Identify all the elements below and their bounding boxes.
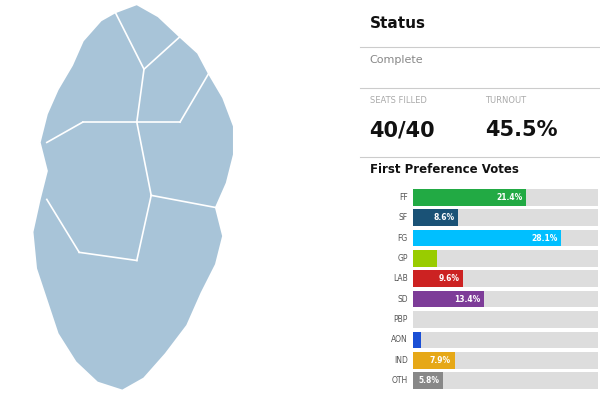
Text: 40/40: 40/40 bbox=[370, 120, 435, 140]
Text: 28.1%: 28.1% bbox=[531, 234, 557, 243]
Text: 21.4%: 21.4% bbox=[496, 193, 522, 202]
Bar bbox=[413, 311, 417, 328]
Text: LAB: LAB bbox=[393, 274, 408, 283]
Bar bbox=[413, 291, 598, 308]
Text: 13.4%: 13.4% bbox=[454, 295, 480, 304]
Text: 7.9%: 7.9% bbox=[430, 356, 451, 365]
Bar bbox=[413, 189, 526, 206]
Text: SD: SD bbox=[397, 295, 408, 304]
Bar bbox=[413, 230, 561, 247]
Bar bbox=[413, 250, 598, 267]
Bar bbox=[413, 230, 598, 247]
Text: First Preference Votes: First Preference Votes bbox=[370, 163, 518, 176]
Text: 45.5%: 45.5% bbox=[485, 120, 557, 140]
Bar bbox=[413, 372, 598, 389]
Text: TURNOUT: TURNOUT bbox=[485, 96, 526, 105]
Bar bbox=[413, 352, 598, 369]
Bar bbox=[413, 311, 598, 328]
Bar bbox=[413, 189, 598, 206]
Text: SEATS FILLED: SEATS FILLED bbox=[370, 96, 427, 105]
Text: 5.8%: 5.8% bbox=[419, 376, 440, 385]
Text: OTH: OTH bbox=[392, 376, 408, 385]
Bar bbox=[413, 352, 455, 369]
Text: FG: FG bbox=[398, 234, 408, 243]
Text: Status: Status bbox=[370, 16, 425, 31]
Bar bbox=[413, 270, 463, 287]
Bar bbox=[413, 209, 458, 226]
Bar bbox=[413, 209, 598, 226]
Bar bbox=[413, 331, 421, 348]
Text: PBP: PBP bbox=[394, 315, 408, 324]
Text: 8.6%: 8.6% bbox=[433, 213, 455, 222]
Bar bbox=[413, 250, 437, 267]
Bar bbox=[413, 270, 598, 287]
Polygon shape bbox=[32, 4, 234, 391]
Bar bbox=[413, 372, 443, 389]
Text: Complete: Complete bbox=[370, 55, 423, 65]
Text: GP: GP bbox=[398, 254, 408, 263]
Text: SF: SF bbox=[399, 213, 408, 222]
Text: IND: IND bbox=[394, 356, 408, 365]
Text: 9.6%: 9.6% bbox=[439, 274, 460, 283]
Text: FF: FF bbox=[399, 193, 408, 202]
Bar bbox=[413, 331, 598, 348]
Text: AON: AON bbox=[391, 335, 408, 344]
Bar bbox=[413, 291, 484, 308]
